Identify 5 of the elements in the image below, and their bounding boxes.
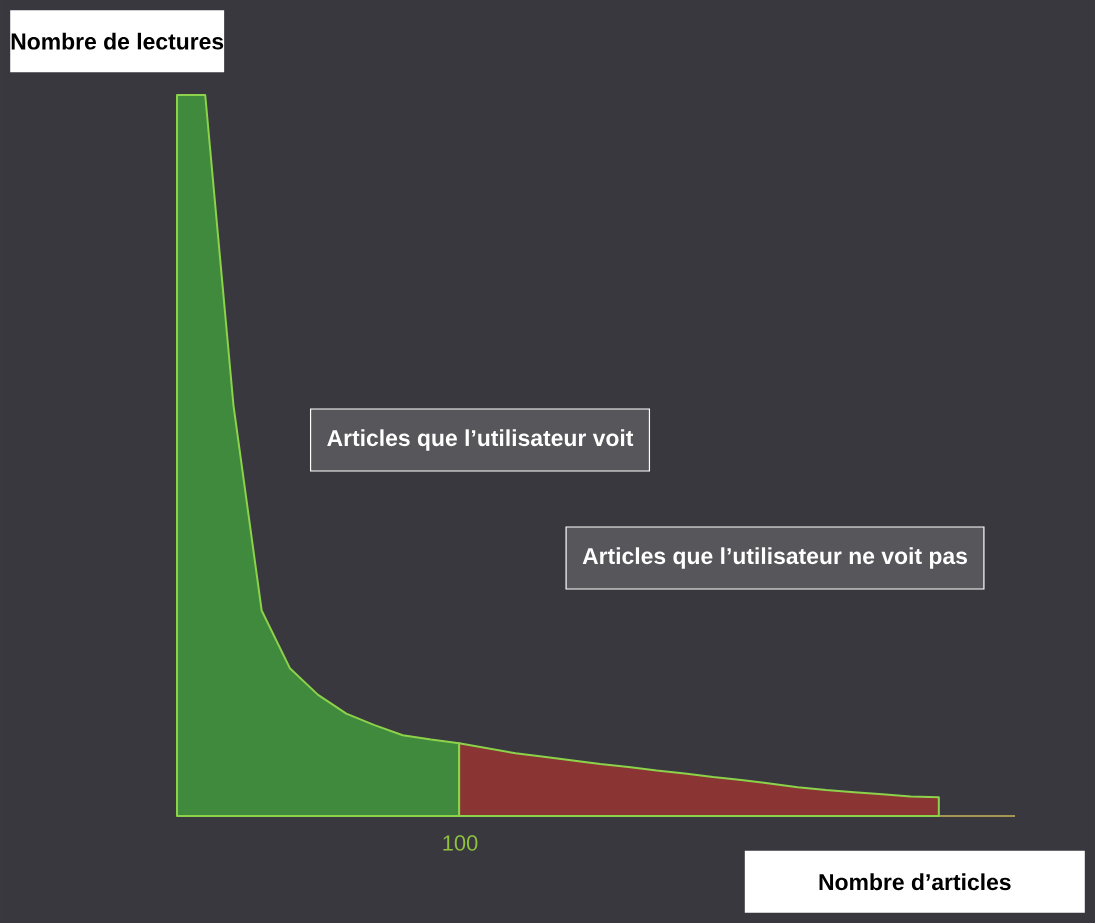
x-axis-title: Nombre d’articles	[819, 873, 1011, 891]
text: 100	[443, 835, 478, 851]
y-axis-title: Nombre de lectures	[11, 32, 224, 50]
annotation: Articles que l’utilisateur voit	[327, 429, 634, 451]
annotation: Articles que l’utilisateur ne voit pas	[582, 547, 967, 569]
